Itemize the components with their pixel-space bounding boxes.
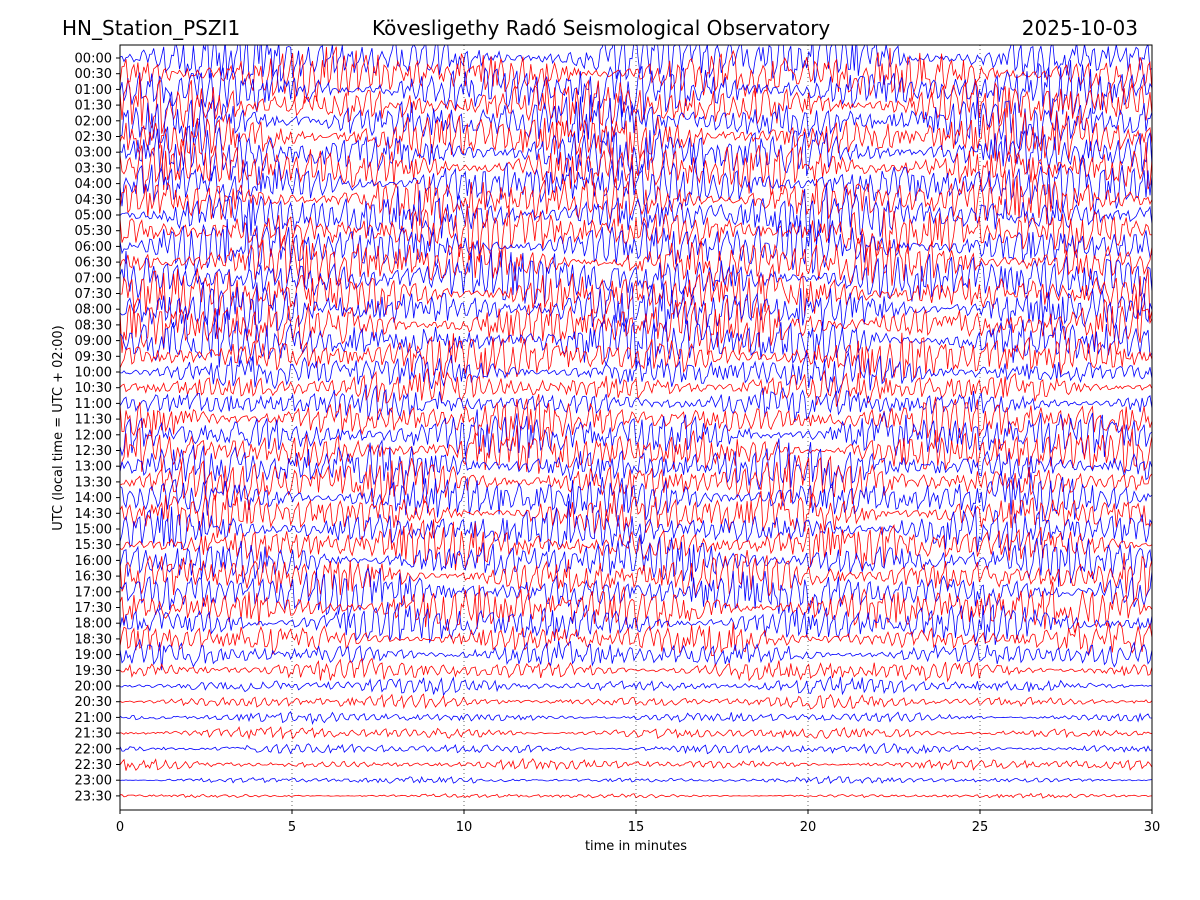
x-tick-label: 0 bbox=[116, 820, 124, 835]
x-tick-label: 10 bbox=[456, 820, 473, 835]
y-tick-label: 06:30 bbox=[75, 256, 112, 271]
trace-1500 bbox=[120, 501, 1152, 553]
trace-0400 bbox=[120, 154, 1152, 215]
trace-1100 bbox=[120, 384, 1152, 423]
y-tick-label: 08:00 bbox=[75, 303, 112, 318]
trace-0730 bbox=[120, 263, 1152, 323]
y-tick-label: 14:00 bbox=[75, 491, 112, 506]
trace-1730 bbox=[120, 581, 1152, 633]
x-axis-label: time in minutes bbox=[585, 839, 687, 854]
y-tick-label: 05:00 bbox=[75, 209, 112, 224]
y-tick-label: 00:30 bbox=[75, 67, 112, 82]
y-tick-label: 14:30 bbox=[75, 507, 112, 522]
y-tick-label: 04:30 bbox=[75, 193, 112, 208]
y-tick-label: 12:30 bbox=[75, 444, 112, 459]
x-tick-label: 20 bbox=[800, 820, 817, 835]
y-tick-label: 21:00 bbox=[75, 711, 112, 726]
y-tick-label: 16:00 bbox=[75, 554, 112, 569]
y-tick-label: 01:00 bbox=[75, 83, 112, 98]
y-tick-label: 20:00 bbox=[75, 680, 112, 695]
trace-1330 bbox=[120, 455, 1152, 508]
x-tick-label: 5 bbox=[288, 820, 296, 835]
trace-1630 bbox=[120, 549, 1152, 603]
x-tick-label: 15 bbox=[628, 820, 645, 835]
y-tick-label: 23:00 bbox=[75, 774, 112, 789]
y-tick-label: 17:00 bbox=[75, 585, 112, 600]
trace-0230 bbox=[120, 108, 1152, 166]
y-tick-label: 20:30 bbox=[75, 695, 112, 710]
trace-2130 bbox=[120, 726, 1152, 740]
y-tick-label: 02:30 bbox=[75, 130, 112, 145]
y-tick-label: 15:00 bbox=[75, 523, 112, 538]
y-tick-label: 00:00 bbox=[75, 52, 112, 67]
y-tick-label: 10:30 bbox=[75, 381, 112, 396]
trace-0800 bbox=[120, 282, 1152, 339]
trace-1800 bbox=[120, 601, 1152, 645]
y-tick-label: 03:00 bbox=[75, 146, 112, 161]
trace-2200 bbox=[120, 742, 1152, 755]
trace-2300 bbox=[120, 775, 1152, 785]
y-tick-label: 03:30 bbox=[75, 161, 112, 176]
trace-1130 bbox=[120, 393, 1152, 443]
y-tick-label: 22:30 bbox=[75, 758, 112, 773]
y-tick-label: 06:00 bbox=[75, 240, 112, 255]
trace-2000 bbox=[120, 675, 1152, 697]
y-tick-label: 13:30 bbox=[75, 475, 112, 490]
trace-1900 bbox=[120, 638, 1152, 671]
trace-1600 bbox=[120, 534, 1152, 587]
y-tick-label: 18:00 bbox=[75, 617, 112, 632]
trace-1400 bbox=[120, 471, 1152, 522]
trace-group bbox=[120, 45, 1152, 799]
y-tick-label: 09:30 bbox=[75, 350, 112, 365]
y-tick-label: 18:30 bbox=[75, 632, 112, 647]
station-name: HN_Station_PSZI1 bbox=[62, 16, 241, 40]
y-axis: 00:0000:3001:0001:3002:0002:3003:0003:30… bbox=[75, 52, 120, 804]
y-tick-label: 17:30 bbox=[75, 601, 112, 616]
y-tick-label: 07:00 bbox=[75, 271, 112, 286]
chart-title: Kövesligethy Radó Seismological Observat… bbox=[372, 16, 831, 40]
y-tick-label: 15:30 bbox=[75, 538, 112, 553]
y-tick-label: 11:00 bbox=[75, 397, 112, 412]
trace-0500 bbox=[120, 184, 1152, 245]
y-tick-label: 13:00 bbox=[75, 460, 112, 475]
y-tick-label: 12:00 bbox=[75, 428, 112, 443]
x-tick-label: 25 bbox=[972, 820, 989, 835]
chart-date: 2025-10-03 bbox=[1021, 16, 1138, 40]
y-axis-label: UTC (local time = UTC + 02:00) bbox=[51, 325, 66, 530]
y-tick-label: 01:30 bbox=[75, 99, 112, 114]
y-tick-label: 02:00 bbox=[75, 114, 112, 129]
y-tick-label: 11:30 bbox=[75, 413, 112, 428]
y-tick-label: 07:30 bbox=[75, 287, 112, 302]
trace-1700 bbox=[120, 567, 1152, 620]
x-tick-label: 30 bbox=[1144, 820, 1161, 835]
trace-1200 bbox=[120, 409, 1152, 459]
y-tick-label: 09:00 bbox=[75, 334, 112, 349]
y-tick-label: 23:30 bbox=[75, 789, 112, 804]
trace-0000 bbox=[120, 45, 1152, 84]
y-tick-label: 08:30 bbox=[75, 318, 112, 333]
trace-0630 bbox=[120, 234, 1152, 288]
x-axis: 0 5 10 15 20 25 30 bbox=[116, 810, 1160, 835]
y-tick-label: 19:30 bbox=[75, 664, 112, 679]
y-tick-label: 10:00 bbox=[75, 366, 112, 381]
trace-2230 bbox=[120, 757, 1152, 771]
trace-2030 bbox=[120, 693, 1152, 710]
y-tick-label: 04:00 bbox=[75, 177, 112, 192]
y-tick-label: 05:30 bbox=[75, 224, 112, 239]
y-tick-label: 16:30 bbox=[75, 570, 112, 585]
y-tick-label: 22:00 bbox=[75, 742, 112, 757]
trace-0100 bbox=[120, 60, 1152, 118]
y-tick-label: 21:30 bbox=[75, 727, 112, 742]
y-tick-label: 19:00 bbox=[75, 648, 112, 663]
trace-1300 bbox=[120, 438, 1152, 490]
